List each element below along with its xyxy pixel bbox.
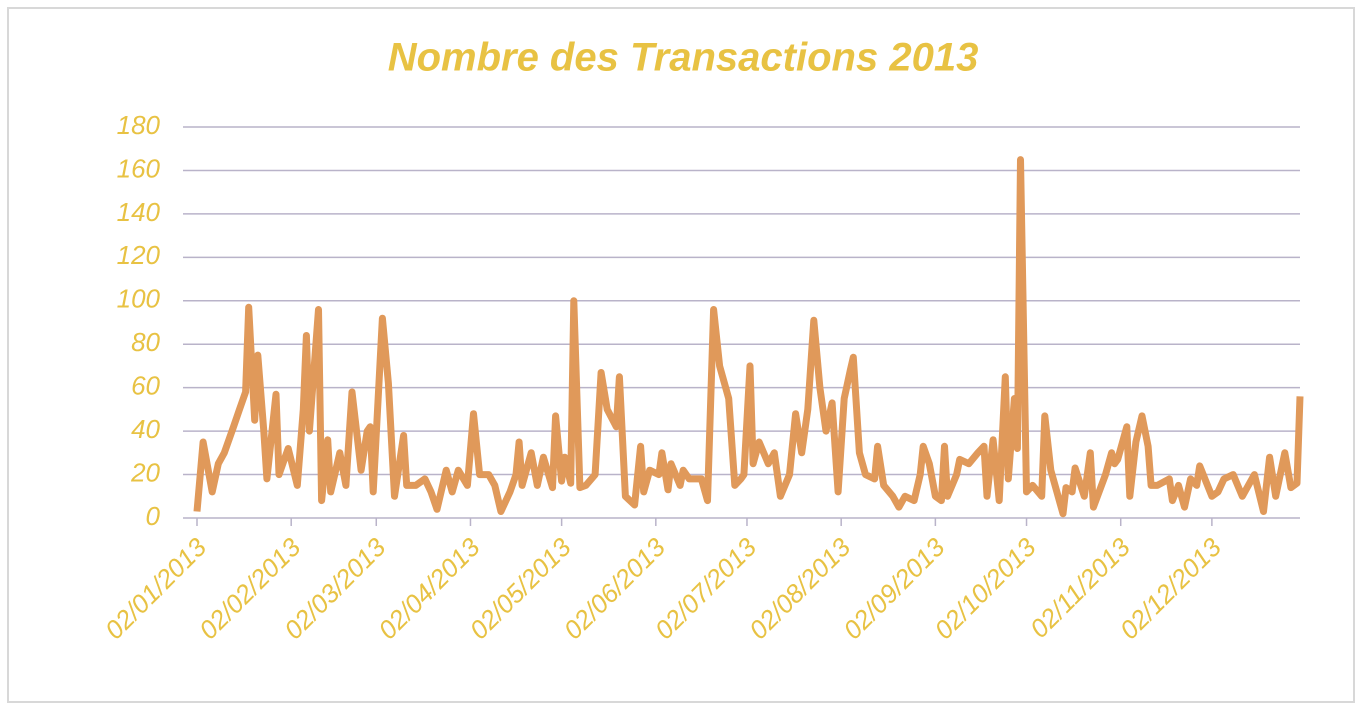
chart-title: Nombre des Transactions 2013 (388, 36, 979, 80)
chart-frame (7, 7, 1355, 703)
data-line (193, 156, 1304, 518)
y-tick-label: 80 (131, 327, 160, 357)
y-tick-label: 140 (117, 197, 161, 227)
y-tick-label: 20 (130, 457, 160, 487)
y-tick-label: 180 (117, 110, 161, 140)
y-tick-label: 160 (117, 153, 161, 183)
y-tick-label: 40 (131, 414, 160, 444)
y-tick-label: 60 (131, 371, 160, 401)
y-tick-label: 0 (146, 501, 161, 531)
y-tick-label: 120 (117, 240, 161, 270)
y-tick-label: 100 (117, 284, 161, 314)
